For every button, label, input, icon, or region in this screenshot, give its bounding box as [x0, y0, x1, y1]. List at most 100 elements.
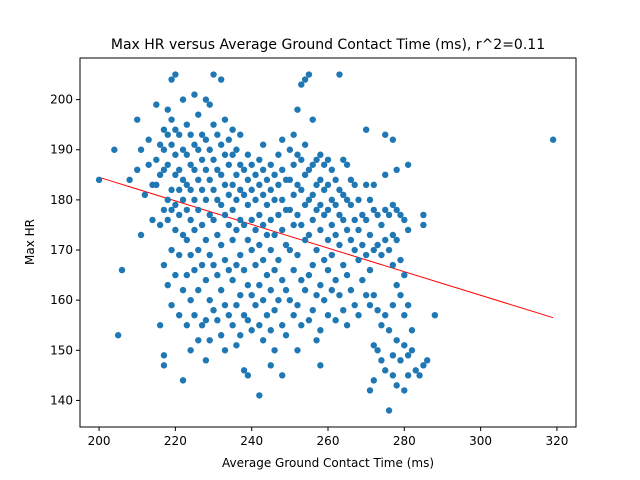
- data-point: [389, 261, 397, 269]
- data-point: [279, 372, 286, 379]
- data-point: [301, 236, 309, 244]
- data-point: [317, 151, 324, 158]
- data-point: [176, 186, 183, 194]
- data-point: [424, 357, 431, 364]
- data-point: [362, 291, 370, 299]
- data-point: [259, 141, 267, 148]
- data-point: [229, 276, 236, 284]
- data-point: [206, 251, 213, 259]
- data-point: [168, 206, 175, 214]
- data-point: [172, 226, 179, 234]
- data-point: [267, 246, 274, 254]
- data-point: [206, 211, 213, 219]
- data-point: [153, 181, 160, 189]
- data-point: [328, 221, 336, 229]
- data-point: [301, 286, 309, 294]
- data-point: [210, 121, 217, 128]
- data-point: [294, 347, 301, 354]
- data-point: [259, 256, 267, 264]
- data-point: [385, 246, 393, 254]
- chart-title: Max HR versus Average Ground Contact Tim…: [111, 37, 545, 53]
- data-point: [382, 311, 389, 319]
- data-point: [378, 221, 385, 229]
- data-point: [183, 121, 191, 128]
- data-point: [420, 211, 427, 219]
- data-point: [340, 216, 347, 224]
- data-point: [328, 166, 336, 174]
- data-point: [294, 106, 301, 113]
- data-point: [195, 146, 202, 153]
- data-point: [317, 176, 324, 184]
- data-point: [294, 181, 301, 189]
- data-point: [362, 216, 370, 224]
- data-point: [263, 201, 271, 209]
- data-point: [401, 271, 408, 279]
- data-point: [240, 367, 248, 374]
- data-point: [393, 236, 400, 244]
- data-point: [206, 176, 213, 184]
- data-point: [237, 291, 244, 299]
- x-tick-label: 300: [469, 434, 492, 448]
- data-point: [233, 342, 240, 349]
- data-point: [282, 241, 290, 249]
- data-point: [324, 266, 332, 274]
- data-point: [271, 231, 278, 239]
- data-point: [225, 266, 232, 274]
- data-point: [340, 261, 347, 269]
- data-point: [191, 166, 198, 174]
- data-point: [198, 322, 206, 329]
- data-point: [271, 196, 278, 204]
- data-point: [164, 161, 171, 168]
- data-point: [179, 146, 187, 153]
- data-point: [393, 382, 400, 389]
- data-point: [294, 211, 301, 219]
- data-point: [290, 311, 297, 319]
- data-point: [404, 301, 412, 309]
- data-point: [214, 166, 221, 174]
- data-point: [275, 181, 282, 189]
- data-point: [301, 76, 309, 83]
- data-point: [305, 166, 313, 174]
- data-point: [347, 236, 355, 244]
- data-point: [210, 186, 217, 194]
- data-point: [225, 161, 232, 168]
- data-point: [210, 306, 217, 314]
- data-point: [401, 387, 408, 394]
- data-point: [317, 281, 324, 289]
- data-point: [187, 161, 194, 168]
- data-point: [294, 251, 301, 259]
- data-point: [343, 271, 351, 279]
- data-point: [179, 96, 187, 103]
- data-point: [191, 91, 198, 98]
- data-point: [210, 261, 217, 269]
- data-point: [313, 291, 320, 299]
- data-point: [263, 311, 271, 319]
- data-point: [317, 362, 324, 369]
- data-point: [134, 116, 141, 123]
- data-point: [362, 126, 370, 133]
- data-point: [202, 96, 210, 103]
- data-point: [153, 156, 160, 163]
- data-point: [176, 311, 183, 319]
- data-point: [309, 161, 316, 168]
- data-point: [263, 176, 271, 184]
- data-point: [172, 171, 179, 179]
- data-point: [202, 357, 210, 364]
- data-point: [267, 286, 274, 294]
- data-point: [309, 261, 316, 269]
- data-point: [309, 116, 316, 123]
- data-point: [248, 327, 255, 334]
- x-tick-label: 280: [393, 434, 416, 448]
- data-point: [214, 131, 221, 138]
- data-point: [183, 322, 191, 329]
- data-point: [374, 306, 381, 314]
- data-point: [206, 146, 213, 153]
- data-point: [164, 196, 171, 204]
- data-point: [153, 101, 160, 108]
- data-point: [137, 146, 145, 153]
- data-point: [336, 71, 343, 78]
- x-tick-label: 320: [545, 434, 568, 448]
- data-point: [320, 256, 328, 264]
- data-point: [404, 161, 412, 168]
